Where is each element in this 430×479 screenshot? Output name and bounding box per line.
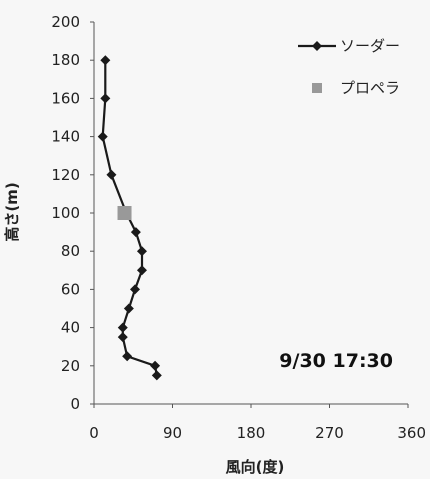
y-tick-label: 80: [61, 242, 80, 260]
x-tick-label: 90: [163, 424, 182, 442]
data-point-diamond: [122, 351, 133, 362]
y-axis-title: 高さ(m): [3, 182, 21, 241]
y-tick-label: 200: [51, 13, 80, 31]
series-2: [117, 206, 132, 220]
legend-marker-square: [312, 83, 322, 93]
y-tick-label: 20: [61, 357, 80, 375]
x-tick-label: 360: [397, 424, 426, 442]
data-point-square: [117, 206, 132, 220]
y-tick-label: 160: [51, 89, 80, 107]
x-tick-label: 270: [315, 424, 344, 442]
legend-label: ソーダー: [340, 37, 400, 55]
data-point-diamond: [150, 360, 161, 371]
data-point-diamond: [100, 55, 111, 66]
data-point-diamond: [106, 169, 117, 180]
legend-label: プロペラ: [340, 79, 400, 97]
y-tick-label: 120: [51, 166, 80, 184]
data-point-diamond: [100, 93, 111, 104]
data-point-diamond: [151, 370, 162, 381]
x-tick-label: 0: [89, 424, 99, 442]
axes: [90, 21, 409, 408]
data-point-diamond: [129, 284, 140, 295]
timestamp-annotation: 9/30 17:30: [279, 350, 393, 372]
data-point-diamond: [97, 131, 108, 142]
data-point-diamond: [123, 303, 134, 314]
x-axis-title: 風向(度): [226, 458, 285, 476]
x-tick-label: 180: [237, 424, 266, 442]
data-point-diamond: [136, 246, 147, 257]
y-tick-label: 180: [51, 51, 80, 69]
data-point-diamond: [136, 265, 147, 276]
data-point-diamond: [130, 227, 141, 238]
y-tick-label: 0: [70, 395, 80, 413]
legend-marker-diamond: [312, 41, 322, 51]
data-series: [97, 55, 162, 381]
y-tick-label: 140: [51, 128, 80, 146]
y-tick-label: 60: [61, 280, 80, 298]
tick-labels: 0 20 40 60 80 100 120 140 160 180 200 0 90 180 270 360: [51, 13, 426, 442]
y-tick-label: 40: [61, 319, 80, 337]
data-point-diamond: [117, 322, 128, 333]
data-point-diamond: [117, 332, 128, 343]
y-tick-label: 100: [51, 204, 80, 222]
